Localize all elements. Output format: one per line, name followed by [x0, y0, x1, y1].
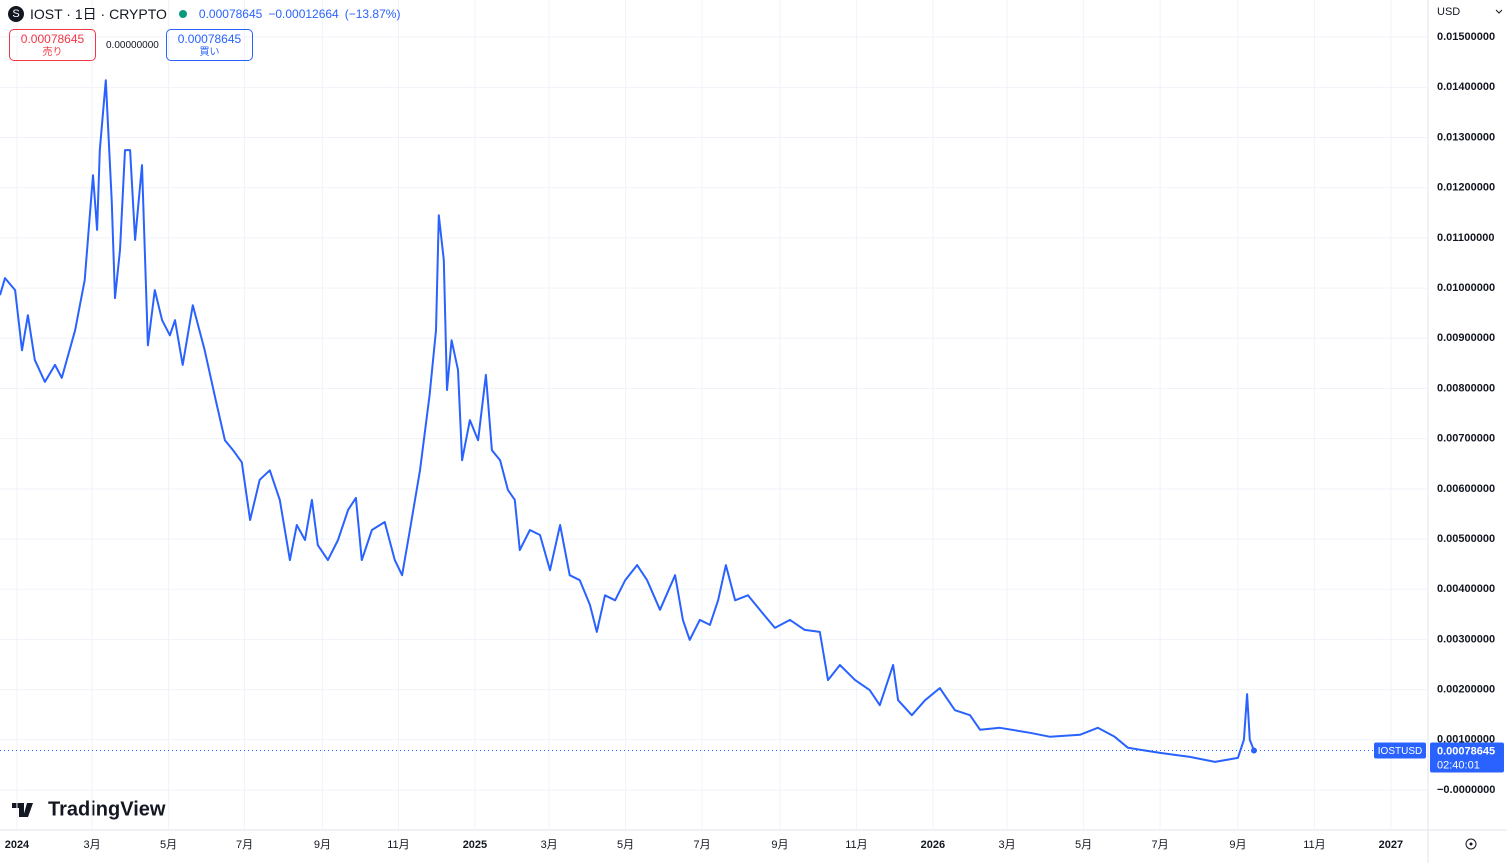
- legend: S IOST · 1日 · CRYPTO 0.00078645 −0.00012…: [8, 4, 400, 24]
- symbol-icon: S: [8, 6, 24, 22]
- y-tick-label: 0.01200000: [1437, 182, 1495, 194]
- last-price: 0.00078645: [198, 7, 263, 21]
- x-tick-label: 9月: [771, 839, 788, 851]
- tv-logo: TradingView: [12, 798, 166, 820]
- y-tick-label: 0.00900000: [1437, 332, 1495, 344]
- x-tick-label: 2027: [1379, 839, 1403, 851]
- sell-label: 売り: [42, 47, 63, 58]
- y-tick-label: 0.01400000: [1437, 81, 1495, 93]
- countdown: 02:40:01: [1437, 759, 1480, 771]
- y-tick-label: 0.00300000: [1437, 633, 1495, 645]
- buy-button[interactable]: 0.00078645 買い: [166, 29, 253, 61]
- y-tick-label: 0.00600000: [1437, 483, 1495, 495]
- x-tick-label: 7月: [694, 839, 711, 851]
- x-tick-label: 7月: [236, 839, 253, 851]
- symbol[interactable]: IOST · 1日 · CRYPTO: [30, 6, 167, 22]
- y-tick-label: 0.00200000: [1437, 684, 1495, 696]
- price-badge-text: 0.00078645: [1437, 745, 1495, 757]
- sell-price: 0.00078645: [20, 32, 85, 46]
- market-status: [178, 10, 187, 18]
- last-point: [1250, 747, 1257, 754]
- x-tick-label: 5月: [160, 839, 177, 851]
- x-tick-label: 11月: [387, 839, 409, 851]
- sell-button[interactable]: 0.00078645 売り: [9, 29, 96, 61]
- y-tick-label: 0.00800000: [1437, 382, 1495, 394]
- price-line: [0, 79, 1255, 763]
- buy-label: 買い: [199, 47, 220, 58]
- y-tick-label: 0.00700000: [1437, 433, 1495, 445]
- x-tick-label: 11月: [845, 839, 867, 851]
- settings-icon[interactable]: [1465, 838, 1477, 850]
- change-pct: (−13.87%): [344, 7, 401, 21]
- x-tick-label: 5月: [1075, 839, 1092, 851]
- y-tick-label: −0.0000000: [1437, 784, 1495, 796]
- y-tick-label: 0.01500000: [1437, 31, 1495, 43]
- y-tick-label: 0.01000000: [1437, 282, 1495, 294]
- symbol-badge-text: IOSTUSD: [1378, 746, 1422, 757]
- spread: 0.00000000: [106, 40, 159, 51]
- x-tick-label: 9月: [314, 839, 331, 851]
- x-tick-label: 3月: [999, 839, 1016, 851]
- change: −0.00012664: [268, 7, 339, 21]
- currency[interactable]: USD: [1437, 6, 1460, 18]
- x-tick-label: 3月: [83, 839, 100, 851]
- y-tick-label: 0.01300000: [1437, 131, 1495, 143]
- x-tick-label: 11月: [1303, 839, 1325, 851]
- y-tick-label: 0.00500000: [1437, 533, 1495, 545]
- x-tick-label: 2025: [463, 839, 487, 851]
- buy-price: 0.00078645: [177, 32, 242, 46]
- x-tick-label: 2026: [921, 839, 945, 851]
- x-tick-label: 5月: [617, 839, 634, 851]
- symbol-badge: [1374, 742, 1426, 759]
- x-tick-label: 7月: [1152, 839, 1169, 851]
- logo-text: TradingView: [48, 798, 166, 820]
- y-tick-label: 0.00400000: [1437, 583, 1495, 595]
- price-badge: [1430, 742, 1504, 773]
- x-tick-label: 3月: [541, 839, 558, 851]
- x-tick-label: 2024: [5, 839, 30, 851]
- currency-dropdown[interactable]: [1495, 9, 1503, 14]
- y-tick-label: 0.01100000: [1437, 232, 1495, 244]
- x-tick-label: 9月: [1229, 839, 1246, 851]
